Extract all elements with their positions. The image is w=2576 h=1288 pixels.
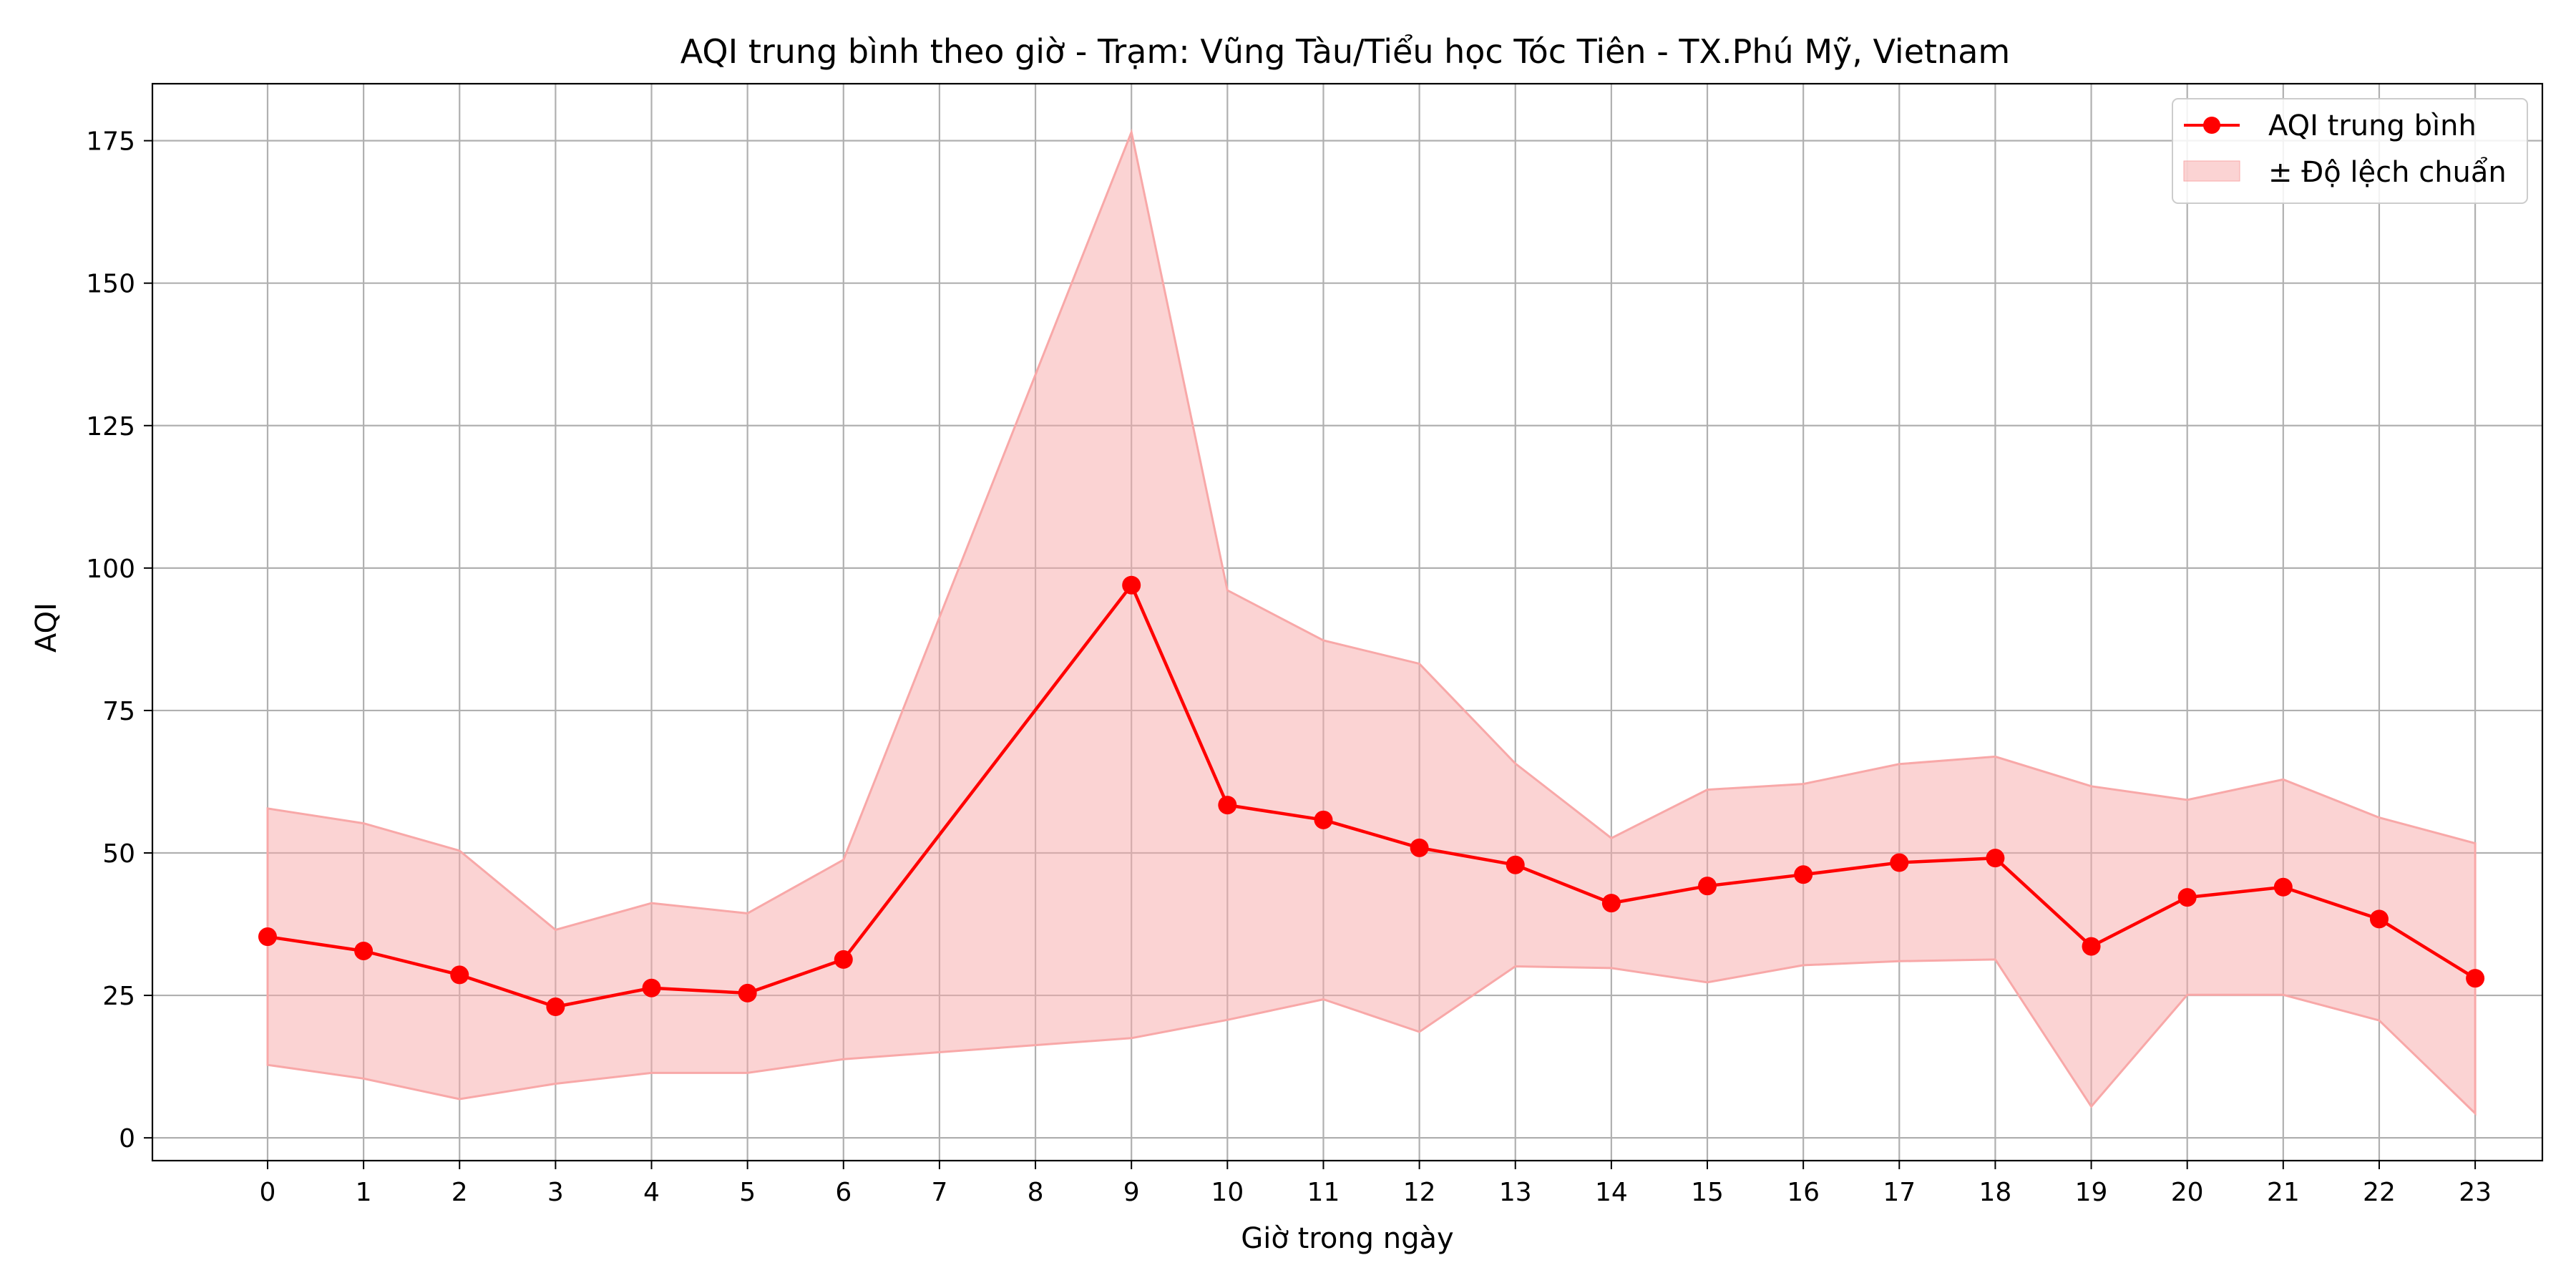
x-tick-label: 10 — [1211, 1178, 1244, 1207]
x-tick-label: 14 — [1595, 1178, 1628, 1207]
mean-aqi-point — [1986, 849, 2005, 868]
legend-band-swatch — [2183, 160, 2240, 182]
x-tick-label: 15 — [1691, 1178, 1724, 1207]
mean-line-layer — [258, 575, 2485, 1016]
mean-aqi-point — [1698, 877, 1717, 896]
x-tick-label: 11 — [1307, 1178, 1340, 1207]
legend-frame — [2172, 98, 2528, 204]
plot-frame — [151, 82, 2544, 1162]
y-tick-label: 150 — [86, 270, 135, 299]
x-tick-label: 17 — [1883, 1178, 1916, 1207]
x-tick-label: 2 — [452, 1178, 468, 1207]
x-tick-label: 8 — [1028, 1178, 1044, 1207]
y-tick-label: 75 — [102, 697, 135, 726]
mean-aqi-point — [2466, 969, 2485, 988]
axis-ticks: 0 1 2 3 4 5 6 7 8 9 10 11 12 13 14 15 16 17 18 19 20 21 22 2302… — [86, 127, 2492, 1207]
x-tick-label: 9 — [1123, 1178, 1140, 1207]
mean-aqi-point — [1410, 838, 1429, 857]
mean-aqi-point — [1314, 810, 1333, 829]
x-tick-label: 7 — [931, 1178, 947, 1207]
mean-aqi-point — [546, 997, 565, 1016]
x-tick-label: 1 — [356, 1178, 372, 1207]
std-dev-band-layer — [266, 128, 2477, 1116]
x-tick-label: 21 — [2267, 1178, 2300, 1207]
x-tick-label: 22 — [2363, 1178, 2396, 1207]
legend-label-std: ± Độ lệch chuẩn — [2268, 156, 2507, 189]
x-tick-label: 6 — [835, 1178, 852, 1207]
x-tick-label: 16 — [1787, 1178, 1820, 1207]
mean-aqi-point — [2082, 937, 2101, 956]
mean-aqi-point — [2177, 888, 2197, 907]
mean-aqi-line — [267, 583, 2477, 1009]
mean-aqi-point — [1506, 855, 1525, 874]
x-tick-label: 0 — [260, 1178, 276, 1207]
y-tick-label: 100 — [86, 555, 135, 584]
mean-aqi-point — [738, 983, 757, 1002]
x-tick-label: 4 — [643, 1178, 660, 1207]
std-dev-band — [266, 128, 2477, 1116]
x-tick-label: 23 — [2459, 1178, 2492, 1207]
mean-aqi-point — [1890, 853, 1909, 872]
legend-label-mean: AQI trung bình — [2268, 109, 2477, 142]
y-tick-label: 0 — [119, 1124, 135, 1153]
x-tick-label: 19 — [2075, 1178, 2108, 1207]
mean-aqi-point — [1122, 575, 1141, 595]
mean-aqi-point — [642, 978, 661, 997]
y-tick-label: 175 — [86, 127, 135, 157]
x-tick-label: 13 — [1499, 1178, 1532, 1207]
y-tick-label: 25 — [102, 982, 135, 1011]
x-tick-label: 20 — [2171, 1178, 2204, 1207]
x-tick-label: 18 — [1979, 1178, 2012, 1207]
y-tick-label: 125 — [86, 412, 135, 441]
plot-frame-rect — [151, 82, 2544, 1162]
y-axis-label: AQI — [30, 602, 63, 653]
mean-aqi-point — [1794, 865, 1813, 884]
mean-aqi-point — [1601, 894, 1621, 913]
y-tick-label: 50 — [102, 839, 135, 869]
legend: AQI trung bình ± Độ lệch chuẩn — [2172, 98, 2528, 204]
mean-aqi-point — [258, 927, 277, 947]
mean-aqi-point — [834, 950, 853, 969]
mean-aqi-point — [2369, 909, 2389, 929]
legend-marker-swatch — [2203, 117, 2220, 134]
x-axis-label: Giờ trong ngày — [1241, 1222, 1453, 1255]
mean-aqi-point — [2273, 877, 2293, 897]
chart-title: AQI trung bình theo giờ - Trạm: Vũng Tàu… — [680, 32, 2010, 71]
x-tick-label: 3 — [547, 1178, 564, 1207]
mean-aqi-point — [1218, 796, 1237, 815]
x-tick-label: 5 — [739, 1178, 756, 1207]
mean-aqi-point — [354, 941, 374, 960]
x-tick-label: 12 — [1403, 1178, 1436, 1207]
mean-aqi-point — [450, 965, 469, 985]
